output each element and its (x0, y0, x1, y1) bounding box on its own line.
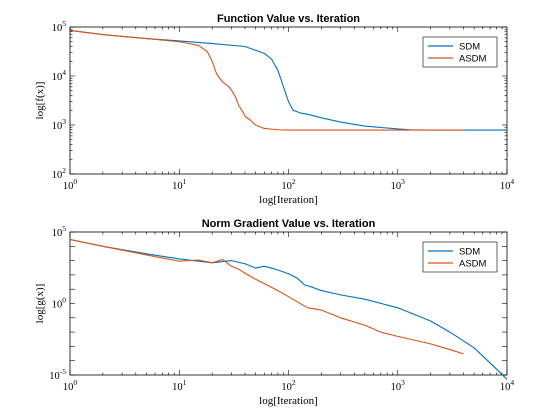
legend-entry: SDM (459, 42, 480, 53)
x-tick-label: 104 (500, 177, 515, 192)
y-tick-label: 10-5 (49, 367, 66, 382)
legend-entry: SDM (459, 247, 480, 258)
x-axis-label: log[Iteration] (259, 194, 318, 206)
series-line-asdm (69, 238, 464, 355)
legend-entry: ASDM (459, 259, 487, 270)
x-tick-label: 100 (63, 378, 78, 393)
x-axis-label: log[Iteration] (259, 395, 318, 407)
y-tick-label: 104 (52, 68, 67, 83)
x-tick-label: 101 (172, 378, 187, 393)
y-tick-label: 105 (52, 224, 67, 239)
chart-title: Norm Gradient Value vs. Iteration (202, 218, 376, 230)
x-tick-label: 102 (281, 177, 296, 192)
x-tick-label: 102 (281, 378, 296, 393)
x-tick-label: 100 (63, 177, 78, 192)
y-axis-label: log[f(x)] (34, 82, 46, 120)
x-tick-label: 103 (391, 177, 406, 192)
chart-title: Function Value vs. Iteration (217, 13, 360, 25)
y-tick-label: 103 (52, 117, 67, 132)
legend-box (422, 241, 498, 273)
y-tick-label: 105 (52, 19, 67, 34)
y-axis-label: log[g(x)] (34, 284, 46, 324)
series-line-asdm (69, 29, 464, 131)
function-value-chart: 100 101 102 103 104 102 103 104 105 Function Valu… (34, 13, 514, 206)
legend-box (422, 36, 498, 68)
y-tick-label: 100 (52, 296, 67, 311)
legend-entry: ASDM (459, 54, 487, 65)
x-tick-label: 101 (172, 177, 187, 192)
y-tick-label: 102 (52, 166, 67, 181)
x-tick-label: 104 (500, 378, 515, 393)
x-tick-label: 103 (391, 378, 406, 393)
series-line-sdm (69, 29, 507, 131)
